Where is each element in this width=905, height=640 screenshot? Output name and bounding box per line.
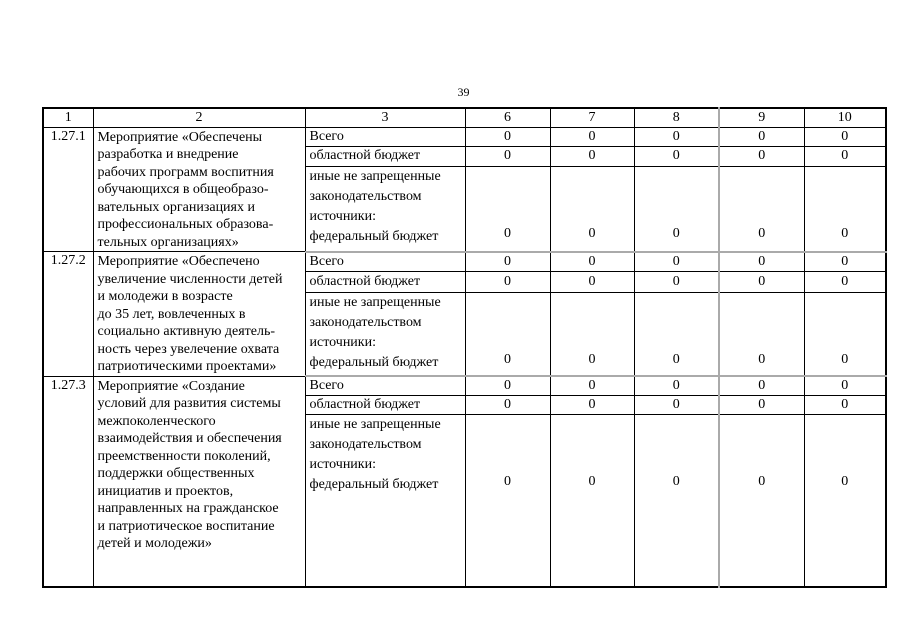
funding-source: иные не запрещенные законодательством ис… xyxy=(304,414,466,587)
value-text: 0 xyxy=(588,225,596,241)
value-cell: 0 xyxy=(633,414,720,587)
value-text: 0 xyxy=(588,474,596,489)
budget-table: 1 2 3 6 7 8 9 10 1.27.1 Мероприятие «Обеспечены … xyxy=(42,107,887,588)
column-header: 9 xyxy=(718,107,805,128)
value-cell: 0 xyxy=(549,145,635,167)
value-cell: 0 xyxy=(549,414,635,587)
value-cell: 0 xyxy=(464,375,551,396)
measure-description: Мероприятие «Обеспечено увеличение числе… xyxy=(92,251,306,377)
value-cell: 0 xyxy=(633,271,720,293)
value-cell: 0 xyxy=(803,375,887,396)
funding-source: иные не запрещенные законодательством ис… xyxy=(304,165,466,253)
funding-source: Всего xyxy=(304,375,466,396)
value-cell: 0 xyxy=(718,395,805,415)
value-cell: 0 xyxy=(718,165,805,253)
value-text: 0 xyxy=(841,351,849,367)
value-text: 0 xyxy=(504,225,511,241)
value-cell: 0 xyxy=(633,250,720,273)
value-cell: 0 xyxy=(464,271,551,293)
table-row: 1.27.2 Мероприятие «Обеспечено увеличение… xyxy=(42,250,887,377)
value-cell: 0 xyxy=(464,250,551,273)
value-cell: 0 xyxy=(803,126,887,147)
value-text: 0 xyxy=(588,351,596,367)
row-id: 1.27.3 xyxy=(42,375,94,587)
value-cell: 0 xyxy=(803,250,887,273)
value-text: 0 xyxy=(758,351,766,367)
value-cell: 0 xyxy=(549,291,635,377)
value-cell: 0 xyxy=(549,250,635,273)
table-row: иные не запрещенные законодательством ис… xyxy=(43,165,887,253)
value-cell: 0 xyxy=(803,165,887,253)
value-cell: 0 xyxy=(803,395,887,415)
value-cell: 0 xyxy=(803,145,887,167)
funding-source: областной бюджет xyxy=(304,395,466,415)
value-cell: 0 xyxy=(464,165,551,253)
funding-source: областной бюджет xyxy=(304,271,466,293)
value-cell: 0 xyxy=(633,395,720,415)
value-cell: 0 xyxy=(464,395,551,415)
table-header: 1 2 3 6 7 8 9 10 xyxy=(42,107,887,128)
table-row: областной бюджет 0 0 0 0 0 xyxy=(43,395,887,415)
value-cell: 0 xyxy=(549,271,635,293)
value-cell: 0 xyxy=(464,126,551,147)
table-row: областной бюджет 0 0 0 0 0 xyxy=(43,271,887,293)
table-row: 1.27.1 Мероприятие «Обеспечены разработка… xyxy=(42,126,887,252)
value-cell: 0 xyxy=(549,375,635,396)
table-row: 1.27.3 Мероприятие «Создание условий для … xyxy=(42,375,887,587)
value-text: 0 xyxy=(758,474,766,489)
value-cell: 0 xyxy=(633,126,720,147)
column-header: 7 xyxy=(549,107,635,128)
value-cell: 0 xyxy=(718,126,805,147)
row-id: 1.27.2 xyxy=(42,251,94,377)
value-cell: 0 xyxy=(803,271,887,293)
value-text: 0 xyxy=(672,351,680,367)
column-header: 1 xyxy=(42,107,94,128)
column-header: 3 xyxy=(304,107,466,128)
value-cell: 0 xyxy=(464,145,551,167)
value-cell: 0 xyxy=(549,126,635,147)
table-body: 1.27.1 Мероприятие «Обеспечены разработка… xyxy=(42,126,887,587)
value-cell: 0 xyxy=(803,291,887,377)
value-cell: 0 xyxy=(464,291,551,377)
table-row: областной бюджет 0 0 0 0 0 xyxy=(43,145,887,167)
measure-description: Мероприятие «Создание условий для развит… xyxy=(92,375,306,587)
value-cell: 0 xyxy=(633,165,720,253)
value-text: 0 xyxy=(841,474,849,489)
page-number: 39 xyxy=(457,85,470,99)
header-row: 1 2 3 6 7 8 9 10 xyxy=(42,107,887,128)
value-cell: 0 xyxy=(549,165,635,253)
value-text: 0 xyxy=(758,225,766,241)
value-text: 0 xyxy=(504,351,511,367)
table-row: иные не запрещенные законодательством ис… xyxy=(43,291,887,377)
column-header: 6 xyxy=(464,107,551,128)
table-row: иные не запрещенные законодательством ис… xyxy=(43,414,887,587)
value-cell: 0 xyxy=(633,375,720,396)
value-cell: 0 xyxy=(718,250,805,273)
funding-source: Всего xyxy=(304,126,466,147)
value-cell: 0 xyxy=(549,395,635,415)
value-text: 0 xyxy=(672,225,680,241)
column-header: 10 xyxy=(803,107,887,128)
value-cell: 0 xyxy=(633,145,720,167)
value-cell: 0 xyxy=(464,414,551,587)
value-text: 0 xyxy=(504,474,511,489)
value-cell: 0 xyxy=(803,414,887,587)
value-cell: 0 xyxy=(718,291,805,377)
funding-source: Всего xyxy=(304,250,466,273)
value-cell: 0 xyxy=(718,271,805,293)
value-text: 0 xyxy=(672,474,680,489)
column-header: 8 xyxy=(633,107,720,128)
row-id: 1.27.1 xyxy=(42,126,94,252)
measure-description: Мероприятие «Обеспечены разработка и вне… xyxy=(92,126,306,252)
value-cell: 0 xyxy=(718,414,805,587)
column-header: 2 xyxy=(92,107,306,128)
funding-source: областной бюджет xyxy=(304,145,466,167)
value-cell: 0 xyxy=(718,375,805,396)
value-cell: 0 xyxy=(633,291,720,377)
funding-source: иные не запрещенные законодательством ис… xyxy=(304,291,466,377)
value-cell: 0 xyxy=(718,145,805,167)
value-text: 0 xyxy=(841,225,849,241)
